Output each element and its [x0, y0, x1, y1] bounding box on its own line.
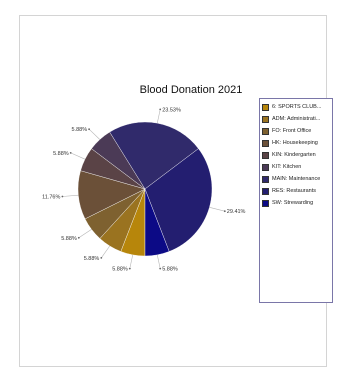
slice-data-label: 5.88%: [112, 267, 128, 273]
legend-label: MAIN: Maintenance: [272, 176, 321, 182]
legend-item: MAIN: Maintenance: [262, 173, 332, 185]
legend-swatch: [262, 163, 269, 171]
legend-swatch: [262, 187, 269, 195]
slice-leader-line: [209, 207, 225, 212]
legend-label: ADM: Administrati...: [272, 116, 321, 122]
slice-leader-line: [78, 229, 92, 239]
slice-leader-line: [88, 128, 101, 140]
slice-data-label: 5.88%: [162, 267, 178, 273]
slice-data-label: 5.88%: [84, 256, 100, 262]
legend-label: KIT: Kitchen: [272, 164, 302, 170]
legend-swatch: [262, 199, 269, 207]
legend-label: RES: Restaurants: [272, 188, 317, 194]
legend-item: 6: SPORTS CLUB...: [262, 101, 332, 113]
slice-label-marker: [69, 152, 72, 154]
legend-item: FO: Front Office: [262, 125, 332, 137]
slice-leader-line: [157, 109, 161, 124]
legend-item: HK: Housekeeping: [262, 137, 332, 149]
legend-label: HK: Housekeeping: [272, 140, 318, 146]
slice-leader-line: [101, 245, 110, 259]
legend-label: KIN: Kindergarten: [272, 152, 316, 158]
slice-data-label: 5.88%: [71, 127, 87, 133]
slice-data-label: 5.88%: [53, 151, 69, 157]
slice-leader-line: [70, 152, 86, 160]
slice-label-marker: [61, 195, 64, 198]
slice-label-marker: [88, 128, 90, 131]
legend-item: RES: Restaurants: [262, 185, 332, 197]
chart-title: Blood Donation 2021: [139, 84, 243, 96]
slice-label-marker: [223, 210, 226, 213]
legend-label: SW: Strewarding: [272, 200, 314, 206]
slice-data-label: 23.53%: [162, 107, 181, 113]
slice-leader-line: [62, 194, 79, 197]
legend-item: KIN: Kindergarten: [262, 149, 332, 161]
slice-data-label: 29.41%: [227, 209, 246, 215]
legend-swatch: [262, 139, 269, 147]
legend-swatch: [262, 151, 269, 159]
pie-slice: [144, 148, 213, 252]
slice-label-marker: [128, 267, 131, 270]
legend-swatch: [262, 127, 269, 135]
legend-label: FO: Front Office: [272, 128, 312, 134]
slice-leader-line: [157, 254, 161, 269]
pie-slice: [144, 188, 170, 257]
legend-item: KIT: Kitchen: [262, 161, 332, 173]
slice-data-label: 11.76%: [42, 195, 60, 201]
chart-legend: 6: SPORTS CLUB... ADM: Administrati... FO:…: [259, 98, 333, 303]
legend-item: ADM: Administrati...: [262, 113, 332, 125]
slice-label-marker: [159, 108, 162, 111]
slice-label-marker: [159, 267, 162, 270]
slice-leader-line: [129, 254, 133, 269]
slice-data-label: 5.88%: [61, 236, 77, 242]
legend-swatch: [262, 175, 269, 183]
legend-label: 6: SPORTS CLUB...: [272, 104, 322, 110]
pie-slice: [109, 121, 199, 190]
slice-label-marker: [100, 257, 103, 259]
slice-label-marker: [77, 236, 80, 239]
legend-swatch: [262, 103, 269, 111]
legend-swatch: [262, 115, 269, 123]
legend-item: SW: Strewarding: [262, 197, 332, 209]
